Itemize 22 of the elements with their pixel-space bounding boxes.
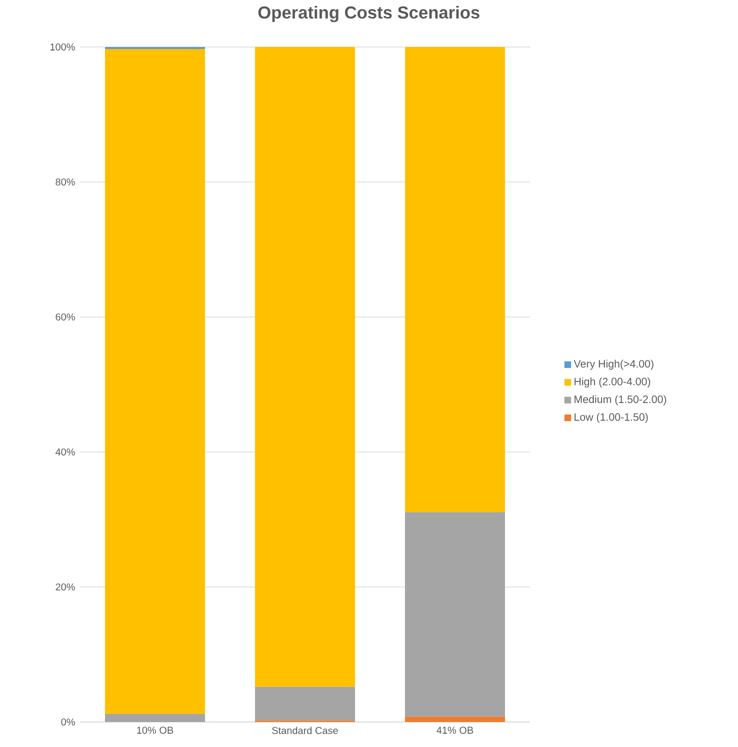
bar	[404, 46, 505, 512]
legend-label: High (2.00-4.00)	[574, 378, 650, 388]
legend-label: Low (1.00-1.50)	[574, 412, 648, 423]
y-tick-label: 60%	[56, 313, 75, 321]
bar	[105, 714, 205, 722]
y-tick-label: 20%	[56, 583, 75, 591]
x-tick-label: 10% OB	[137, 726, 174, 734]
y-tick-label: 0%	[61, 718, 75, 726]
bar	[404, 716, 505, 722]
legend-label: Very High(>4.00)	[574, 360, 654, 370]
y-tick-label: 80%	[56, 178, 75, 186]
y-tick-label: 40%	[56, 448, 75, 456]
chart-title: Operating Costs Scenarios	[258, 6, 480, 22]
bar	[404, 512, 505, 717]
x-tick-label: Standard Case	[272, 726, 338, 734]
y-tick-label: 100%	[50, 43, 75, 51]
legend-label: Medium (1.50-2.00)	[574, 395, 666, 406]
bar	[255, 686, 355, 721]
bar	[255, 46, 355, 687]
x-tick-label: 41% OB	[436, 726, 474, 734]
bar	[105, 46, 205, 50]
bar	[105, 49, 205, 714]
